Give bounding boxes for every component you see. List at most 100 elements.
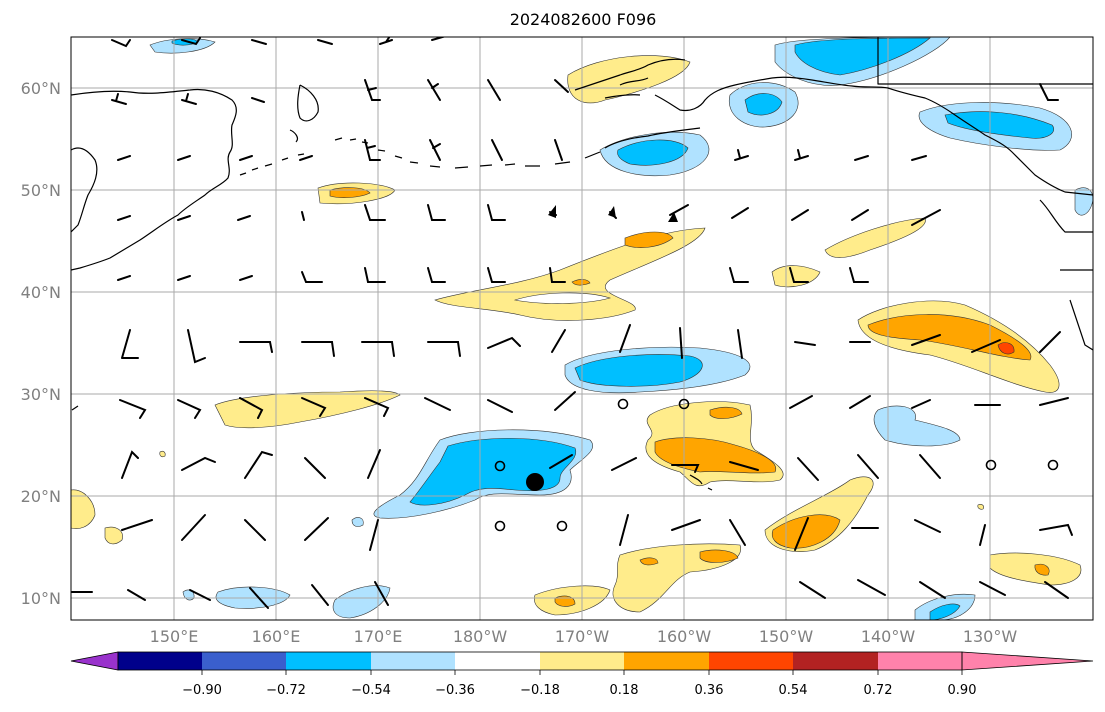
- wind-barb: [669, 204, 689, 216]
- negative-anomaly-region: [149, 38, 216, 54]
- wind-barb: [239, 275, 253, 281]
- wind-barb: [487, 204, 506, 221]
- positive-anomaly-region: [824, 217, 926, 258]
- wind-barb: [857, 579, 886, 596]
- colorbar-tick-label: 0.90: [948, 683, 977, 698]
- wind-barb: [857, 454, 879, 479]
- lon-label: 180°W: [453, 627, 508, 646]
- wind-barb: [239, 397, 264, 419]
- wind-barb: [487, 399, 513, 413]
- wind-barb: [127, 589, 146, 601]
- wind-barb: [551, 329, 566, 353]
- wind-barb-flag: [608, 206, 616, 218]
- wind-barb: [117, 215, 131, 221]
- latitude-labels: 60°N 50°N 40°N 30°N 20°N 10°N: [21, 79, 61, 608]
- calm-circle: [494, 520, 506, 532]
- wind-barb: [121, 450, 139, 479]
- lon-label: 170°W: [555, 627, 610, 646]
- wind-barb: [794, 149, 809, 161]
- lon-label: 130°W: [963, 627, 1018, 646]
- calm-circle: [617, 398, 629, 410]
- wind-barb: [177, 399, 202, 419]
- wind-barb: [301, 341, 335, 357]
- wind-barb: [849, 267, 869, 283]
- wind-barb: [789, 267, 809, 283]
- longitude-labels: 150°E 160°E 170°E 180°W 170°W 160°W 150°…: [150, 627, 1018, 646]
- wind-barb: [379, 37, 393, 45]
- wind-barb: [611, 457, 637, 471]
- wind-barb: [427, 204, 446, 221]
- colorbar-segment: [624, 652, 709, 670]
- lat-label: 60°N: [21, 79, 61, 98]
- aleutian-islands: [239, 127, 701, 176]
- wind-barb: [189, 589, 211, 601]
- wind-barb: [979, 524, 986, 546]
- wind-barb: [799, 581, 826, 599]
- calm-markers: [494, 398, 1059, 532]
- calm-circle: [678, 398, 690, 410]
- wind-barb: [317, 39, 333, 45]
- wind-barb: [187, 329, 206, 364]
- wind-barb: [911, 334, 941, 346]
- colorbar-segment: [286, 652, 371, 670]
- lon-label: 140°W: [861, 627, 916, 646]
- colorbar-tick-label: −0.90: [182, 683, 222, 698]
- wind-barb: [111, 39, 131, 48]
- colorbar-segment: [455, 652, 540, 670]
- map-title: 2024082600 F096: [510, 10, 657, 29]
- wind-barb: [239, 341, 273, 353]
- wind-barb: [299, 155, 313, 161]
- wind-barb: [364, 397, 390, 417]
- wind-barb: [311, 584, 329, 606]
- calm-circle: [1047, 459, 1059, 471]
- colorbar-extend-left: [70, 651, 119, 671]
- wind-barb: [181, 93, 197, 105]
- lon-label: 150°W: [759, 627, 814, 646]
- lon-label: 160°E: [252, 627, 301, 646]
- wind-barb: [849, 395, 871, 409]
- wind-barb: [117, 275, 131, 281]
- negative-anomaly-region: [873, 405, 961, 447]
- wind-barb: [729, 461, 759, 471]
- wind-barb: [424, 397, 451, 411]
- colorbar-segment: [793, 652, 878, 670]
- colorbar-tick-label: −0.36: [435, 683, 475, 698]
- graticule: [71, 37, 1093, 620]
- wind-barb: [177, 275, 191, 281]
- storm-center-marker: [526, 473, 544, 491]
- positive-anomaly-region: [71, 489, 96, 529]
- colorbar-segment: [878, 652, 962, 670]
- wind-barb: [431, 37, 447, 41]
- wind-barb: [251, 39, 267, 45]
- colorbar-segment: [118, 652, 202, 670]
- wind-barb: [427, 79, 441, 101]
- lon-label: 160°W: [657, 627, 712, 646]
- wind-barb: [251, 97, 265, 103]
- wind-barb: [911, 209, 941, 226]
- canada-border: [877, 37, 1093, 85]
- lat-label: 50°N: [21, 181, 61, 200]
- wind-barb: [181, 456, 216, 471]
- positive-anomaly-region: [567, 55, 691, 104]
- lon-label: 170°E: [354, 627, 403, 646]
- wind-barb: [794, 517, 809, 551]
- wind-barb: [1044, 581, 1069, 599]
- colorbar-tick-label: 0.36: [695, 683, 724, 698]
- wind-barb: [729, 519, 746, 546]
- calm-circle: [985, 459, 997, 471]
- wind-barb: [791, 209, 809, 221]
- wind-barb: [237, 215, 251, 221]
- wind-barb: [794, 341, 816, 346]
- wind-barb: [427, 341, 461, 357]
- colorbar-tick-label: −0.18: [520, 683, 560, 698]
- wind-barb: [734, 149, 749, 161]
- colorbar-tick-label: −0.72: [266, 683, 306, 698]
- wind-barb: [427, 267, 446, 283]
- wind-barb: [177, 155, 191, 161]
- colorbar-segment: [709, 652, 793, 670]
- colorbar-tick-label: 0.72: [864, 683, 893, 698]
- wind-barb: [549, 267, 566, 283]
- map-area: [71, 37, 1093, 620]
- wind-barb: [369, 519, 379, 551]
- wind-barb: [301, 211, 305, 221]
